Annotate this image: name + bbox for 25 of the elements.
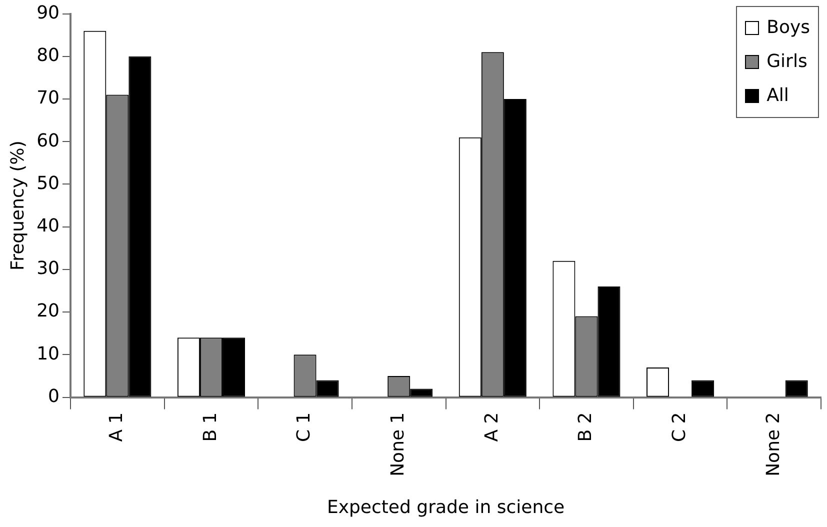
legend-label: Boys (766, 17, 810, 38)
y-tick-label: 50 (36, 172, 60, 194)
y-axis-title: Frequency (%) (7, 140, 28, 270)
y-tick-label: 20 (36, 300, 60, 322)
y-tick-label: 70 (36, 88, 60, 109)
x-tick-label: A 1 (106, 412, 128, 442)
y-tick-label: 40 (36, 216, 60, 237)
y-tick-label: 60 (36, 130, 60, 152)
x-tick-label: None 1 (388, 412, 409, 476)
x-axis-title: Expected grade in science (326, 496, 565, 518)
x-tick-label: A 2 (481, 412, 502, 442)
legend-label: All (766, 85, 789, 106)
y-tick-label: 0 (48, 386, 60, 407)
x-tick-label: B 2 (575, 412, 596, 442)
x-tick-label: None 2 (762, 412, 784, 476)
x-tick-label: C 2 (668, 412, 690, 442)
x-tick-label: C 1 (294, 412, 315, 442)
y-tick-label: 90 (36, 2, 60, 24)
legend-label: Girls (766, 51, 808, 72)
y-tick-label: 30 (36, 258, 60, 280)
bar (692, 380, 714, 397)
y-tick-label: 10 (36, 343, 60, 364)
bar (785, 380, 808, 397)
x-tick-label: B 1 (200, 412, 221, 442)
y-tick-label: 80 (36, 45, 60, 66)
